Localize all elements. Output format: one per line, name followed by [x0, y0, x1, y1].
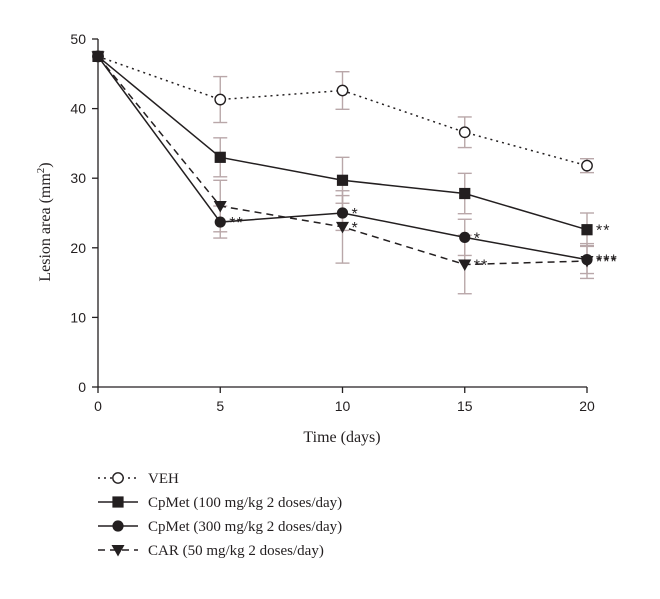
axes: 0 5 10 15 20 0 10 20 30 40 50	[70, 31, 595, 414]
x-tick-label: 20	[579, 398, 595, 414]
significance-label: **	[474, 258, 488, 275]
significance-label: **	[229, 215, 243, 232]
legend-label-cpmet-100-mg-kg-2-doses-day: CpMet (100 mg/kg 2 doses/day)	[148, 495, 342, 511]
data-point-cpmet-100-mg-kg-2-doses-day	[214, 151, 226, 163]
data-point-veh	[581, 159, 593, 172]
legend-marker-cpmet-100-mg-kg-2-doses-day	[112, 496, 124, 508]
x-tick-label: 5	[216, 398, 224, 414]
data-point-cpmet-100-mg-kg-2-doses-day	[459, 187, 471, 200]
y-axis-title: Lesion area (mm2)	[35, 162, 54, 281]
data-point-cpmet-300-mg-kg-2-doses-day	[459, 231, 471, 243]
data-point-cpmet-100-mg-kg-2-doses-day	[336, 174, 349, 186]
data-point-car-50-mg-kg-2-doses-day	[580, 256, 594, 268]
y-tick-label: 30	[70, 170, 86, 186]
legend-marker-veh	[112, 472, 124, 484]
series-markers	[91, 50, 594, 272]
data-point-car-50-mg-kg-2-doses-day	[213, 201, 227, 213]
x-tick-label: 15	[457, 398, 473, 414]
significance-label: *	[352, 206, 359, 223]
error-bars	[213, 71, 594, 295]
y-tick-label: 40	[70, 101, 86, 117]
data-point-cpmet-300-mg-kg-2-doses-day	[214, 216, 226, 228]
data-point-cpmet-300-mg-kg-2-doses-day	[336, 207, 349, 219]
legend-label-cpmet-300-mg-kg-2-doses-day: CpMet (300 mg/kg 2 doses/day)	[148, 519, 342, 535]
x-axis-title: Time (days)	[303, 429, 380, 446]
y-axis-title-superscript: 2	[35, 168, 47, 174]
significance-label: *	[352, 220, 359, 237]
data-point-veh	[336, 84, 349, 97]
significance-label: ***	[596, 254, 618, 271]
y-tick-label: 20	[70, 240, 86, 256]
legend-label-car-50-mg-kg-2-doses-day: CAR (50 mg/kg 2 doses/day)	[148, 543, 324, 559]
y-axis-title-main: Lesion area (mm	[37, 173, 54, 282]
y-tick-label: 50	[70, 31, 86, 47]
x-tick-label: 0	[94, 398, 102, 414]
legend: VEH CpMet (100 mg/kg 2 doses/day) CpMet (3…	[98, 471, 342, 559]
data-point-cpmet-100-mg-kg-2-doses-day	[581, 224, 593, 236]
data-point-car-50-mg-kg-2-doses-day	[91, 51, 105, 63]
legend-marker-cpmet-300-mg-kg-2-doses-day	[112, 520, 124, 532]
x-tick-label: 10	[335, 398, 351, 414]
significance-label: ***	[596, 253, 618, 270]
data-point-veh	[214, 93, 227, 106]
significance-label: **	[596, 223, 610, 240]
legend-marker-car-50-mg-kg-2-doses-day	[111, 545, 125, 557]
data-point-car-50-mg-kg-2-doses-day	[336, 221, 349, 234]
data-point-car-50-mg-kg-2-doses-day	[458, 259, 472, 272]
y-tick-label: 0	[78, 379, 86, 395]
data-point-veh	[458, 126, 471, 139]
legend-label-veh: VEH	[148, 471, 179, 487]
significance-label: *	[474, 230, 481, 247]
significance-annotations: ************ ***	[229, 206, 618, 275]
y-axis-title-close: )	[37, 162, 54, 167]
y-tick-label: 10	[70, 309, 86, 325]
